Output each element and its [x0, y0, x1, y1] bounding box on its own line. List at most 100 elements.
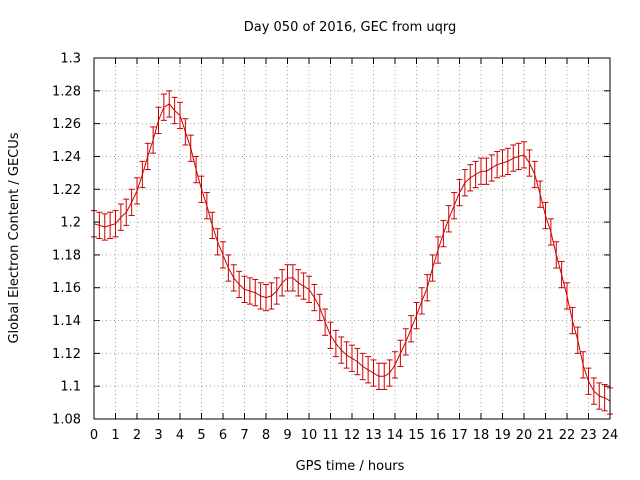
data-point — [311, 283, 318, 312]
y-tick-label: 1.3 — [60, 52, 81, 67]
data-point — [354, 347, 361, 376]
x-tick-label: 6 — [219, 428, 227, 443]
data-point — [230, 264, 237, 292]
data-point — [187, 134, 194, 162]
data-point — [203, 192, 210, 220]
data-point — [160, 93, 167, 121]
x-tick-label: 15 — [408, 428, 425, 443]
x-tick-label: 18 — [473, 428, 490, 443]
x-tick-label: 11 — [322, 428, 339, 443]
data-point — [295, 269, 302, 297]
data-point — [96, 211, 103, 239]
data-point — [558, 260, 565, 289]
data-point — [284, 264, 291, 292]
data-point — [580, 351, 587, 379]
data-point — [488, 154, 495, 182]
data-point — [241, 275, 248, 303]
data-point — [365, 356, 372, 384]
x-tick-label: 12 — [344, 428, 361, 443]
data-point — [445, 205, 452, 233]
data-point — [225, 254, 232, 282]
x-tick-label: 16 — [430, 428, 447, 443]
data-point — [236, 270, 243, 299]
data-point — [134, 177, 140, 205]
data-point — [220, 241, 226, 269]
x-tick-label: 8 — [262, 428, 270, 443]
data-point — [499, 149, 506, 177]
data-point — [381, 362, 388, 390]
data-point — [494, 151, 501, 179]
series-layer — [91, 90, 613, 415]
data-point — [569, 306, 576, 335]
data-point — [386, 359, 393, 387]
data-point — [279, 269, 286, 297]
x-tick-label: 10 — [301, 428, 318, 443]
data-point — [483, 157, 490, 185]
data-point — [504, 147, 511, 176]
data-point — [332, 329, 339, 358]
data-point — [526, 149, 533, 177]
data-point — [107, 211, 114, 239]
data-point — [590, 377, 597, 405]
x-tick-label: 13 — [365, 428, 382, 443]
x-tick-label: 14 — [387, 428, 404, 443]
data-point — [461, 169, 468, 197]
data-point — [112, 210, 119, 238]
x-tick-label: 21 — [537, 428, 554, 443]
data-point — [177, 101, 183, 130]
data-point — [601, 384, 608, 412]
data-point — [300, 272, 307, 300]
data-point — [359, 352, 366, 381]
x-axis-label: GPS time / hours — [296, 459, 405, 474]
y-tick-label: 1.28 — [52, 84, 81, 99]
x-tick-label: 23 — [580, 428, 597, 443]
data-point — [193, 155, 200, 184]
y-tick-label: 1.22 — [52, 183, 81, 198]
y-tick-label: 1.14 — [52, 314, 81, 329]
x-tick-label: 5 — [197, 428, 205, 443]
data-point — [144, 142, 151, 171]
data-point — [531, 160, 538, 189]
data-point — [521, 141, 527, 169]
x-tick-label: 22 — [559, 428, 576, 443]
data-point — [402, 328, 409, 356]
data-point — [553, 241, 560, 269]
data-point — [370, 359, 377, 387]
y-tick-label: 1.18 — [52, 248, 81, 263]
data-point — [322, 308, 329, 336]
y-tick-label: 1.2 — [60, 216, 81, 231]
data-point — [472, 160, 479, 189]
y-tick-label: 1.24 — [52, 150, 81, 165]
data-point — [478, 157, 484, 185]
data-point — [214, 228, 221, 256]
data-point — [349, 344, 355, 372]
data-point — [456, 178, 463, 207]
data-point — [451, 192, 458, 220]
data-point — [209, 211, 216, 239]
data-point — [585, 367, 592, 395]
data-point — [424, 274, 431, 302]
data-point — [252, 279, 259, 307]
data-point — [139, 160, 146, 189]
data-point — [268, 282, 275, 310]
x-tick-label: 0 — [90, 428, 98, 443]
data-point — [117, 203, 124, 231]
data-point — [435, 236, 441, 264]
data-point — [316, 293, 323, 322]
data-point — [429, 254, 436, 282]
data-point — [257, 282, 264, 310]
x-tick-label: 17 — [451, 428, 468, 443]
x-tick-label: 3 — [154, 428, 162, 443]
data-point — [418, 287, 425, 315]
data-point — [408, 315, 415, 343]
data-point — [375, 362, 382, 390]
data-point — [338, 336, 345, 364]
x-tick-label: 7 — [240, 428, 248, 443]
data-point — [166, 90, 173, 118]
data-point — [467, 164, 474, 192]
data-point — [306, 275, 312, 303]
data-point — [327, 321, 334, 349]
y-tick-label: 1.16 — [52, 281, 81, 296]
